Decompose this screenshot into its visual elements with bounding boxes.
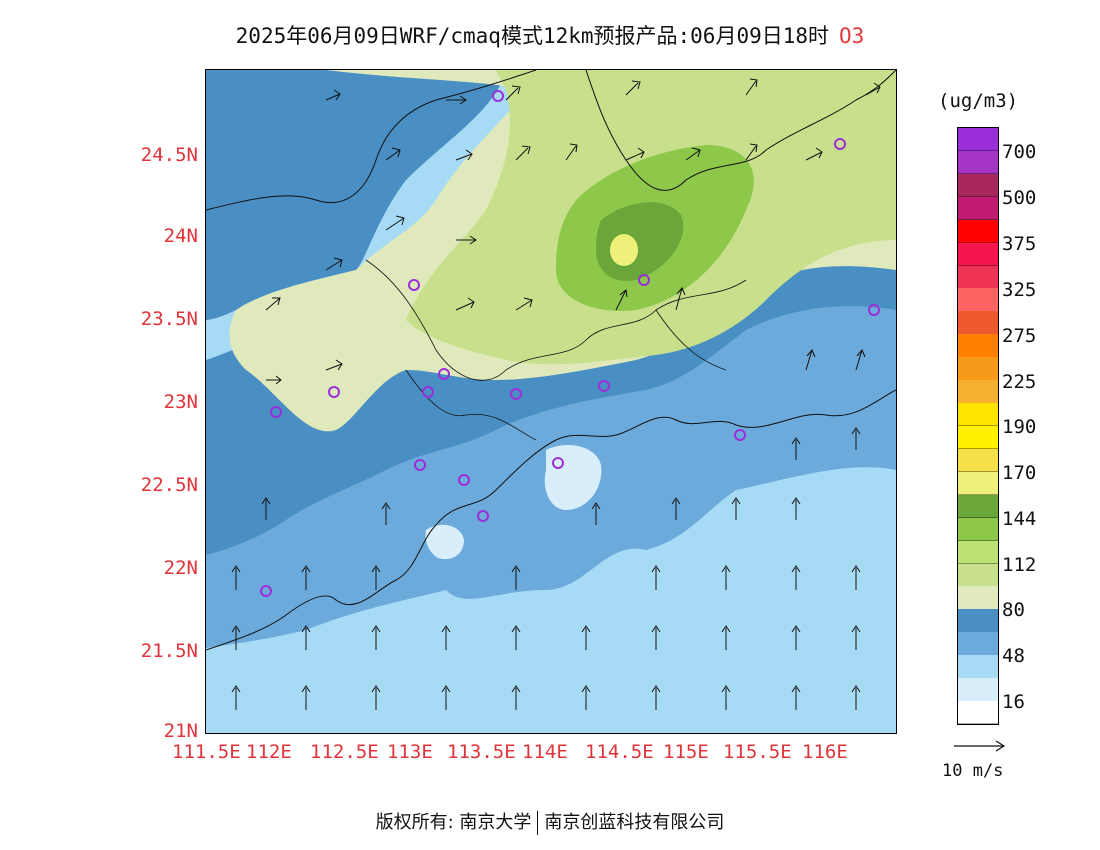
wind-vectors xyxy=(231,78,881,710)
colorbar-label: 225 xyxy=(1002,371,1037,393)
footer-right: 南京创蓝科技有限公司 xyxy=(544,812,725,833)
colorbar-label: 700 xyxy=(1002,141,1037,163)
lon-label-115: 115E xyxy=(663,741,709,763)
colorbar-swatch xyxy=(958,128,998,152)
station-marker xyxy=(734,429,746,441)
reference-vector-arrow xyxy=(954,740,1006,752)
pollutant-label: O3 xyxy=(839,24,865,48)
station-marker xyxy=(414,459,426,471)
colorbar-unit: (ug/m3) xyxy=(938,90,1019,112)
colorbar-swatch xyxy=(958,494,998,519)
colorbar-swatch xyxy=(958,678,998,702)
lon-label-113.5: 113.5E xyxy=(447,741,516,763)
reference-vector-label: 10 m/s xyxy=(942,761,1004,781)
station-marker xyxy=(458,474,470,486)
colorbar-swatch xyxy=(958,540,998,565)
monitoring-stations xyxy=(260,90,880,597)
colorbar-swatch xyxy=(958,586,998,610)
colorbar-swatch xyxy=(958,701,998,725)
colorbar-swatch xyxy=(958,609,998,633)
province-boundary-2 xyxy=(585,70,896,191)
colorbar-swatch xyxy=(958,563,998,587)
colorbar-swatch xyxy=(958,288,998,312)
lat-label-24: 24N xyxy=(163,225,198,247)
colorbar-swatch xyxy=(958,426,998,450)
station-marker xyxy=(477,510,489,522)
colorbar-label: 16 xyxy=(1002,691,1025,713)
station-marker xyxy=(638,274,650,286)
colorbar-swatch xyxy=(958,403,998,427)
station-marker xyxy=(260,585,272,597)
footer-divider xyxy=(537,811,539,835)
station-marker xyxy=(598,380,610,392)
station-marker xyxy=(492,90,504,102)
light-blue-patch-2 xyxy=(425,524,464,560)
colorbar-swatch xyxy=(958,655,998,679)
colorbar-swatch xyxy=(958,448,998,473)
colorbar xyxy=(957,127,999,725)
colorbar-swatch xyxy=(958,334,998,358)
station-marker xyxy=(270,406,282,418)
province-boundary xyxy=(206,70,537,211)
colorbar-swatch xyxy=(958,265,998,289)
lon-label-116: 116E xyxy=(802,741,848,763)
lon-label-114.5: 114.5E xyxy=(585,741,654,763)
colorbar-label: 500 xyxy=(1002,187,1037,209)
colorbar-swatch xyxy=(958,196,998,221)
lat-label-22: 22N xyxy=(163,557,198,579)
map-canvas xyxy=(206,70,896,733)
colorbar-swatch xyxy=(958,150,998,175)
colorbar-swatch xyxy=(958,173,998,198)
lat-label-22.5: 22.5N xyxy=(140,474,198,496)
station-marker xyxy=(552,457,564,469)
colorbar-label: 48 xyxy=(1002,645,1025,667)
colorbar-label: 325 xyxy=(1002,279,1037,301)
chart-title: 2025年06月09日WRF/cmaq模式12km预报产品:06月09日18时 O… xyxy=(0,20,1100,50)
title-text: 2025年06月09日WRF/cmaq模式12km预报产品:06月09日18时 xyxy=(235,24,830,48)
colorbar-label: 144 xyxy=(1002,508,1037,530)
light-blue-patch xyxy=(544,445,602,510)
colorbar-swatch xyxy=(958,219,998,244)
colorbar-swatch xyxy=(958,380,998,404)
lat-label-23: 23N xyxy=(163,391,198,413)
colorbar-swatch xyxy=(958,471,998,496)
footer-left: 版权所有: 南京大学 xyxy=(375,812,532,833)
colorbar-label: 275 xyxy=(1002,325,1037,347)
colorbar-swatch xyxy=(958,632,998,656)
lat-label-24.5: 24.5N xyxy=(140,144,198,166)
forecast-map xyxy=(205,69,897,734)
colorbar-swatch xyxy=(958,357,998,381)
station-marker xyxy=(328,386,340,398)
copyright-footer: 版权所有: 南京大学 南京创蓝科技有限公司 xyxy=(0,808,1100,835)
colorbar-label: 190 xyxy=(1002,416,1037,438)
station-marker xyxy=(834,138,846,150)
colorbar-swatch xyxy=(958,517,998,542)
lon-label-112: 112E xyxy=(246,741,292,763)
station-marker xyxy=(868,304,880,316)
station-marker xyxy=(510,388,522,400)
colorbar-label: 170 xyxy=(1002,462,1037,484)
lon-label-113: 113E xyxy=(387,741,433,763)
lat-label-21: 21N xyxy=(163,720,198,742)
lon-label-112.5: 112.5E xyxy=(310,741,379,763)
peak-region xyxy=(610,234,638,266)
lon-label-111.5: 111.5E xyxy=(172,741,241,763)
lat-label-23.5: 23.5N xyxy=(140,308,198,330)
colorbar-swatch xyxy=(958,311,998,335)
coastline xyxy=(206,389,896,651)
colorbar-label: 112 xyxy=(1002,554,1037,576)
lat-label-21.5: 21.5N xyxy=(140,640,198,662)
lon-label-115.5: 115.5E xyxy=(723,741,792,763)
lon-label-114: 114E xyxy=(522,741,568,763)
colorbar-swatch xyxy=(958,242,998,267)
colorbar-label: 375 xyxy=(1002,233,1037,255)
station-marker xyxy=(408,279,420,291)
colorbar-label: 80 xyxy=(1002,599,1025,621)
station-marker xyxy=(422,386,434,398)
station-marker xyxy=(438,368,450,380)
western-blue-region xyxy=(206,70,506,320)
